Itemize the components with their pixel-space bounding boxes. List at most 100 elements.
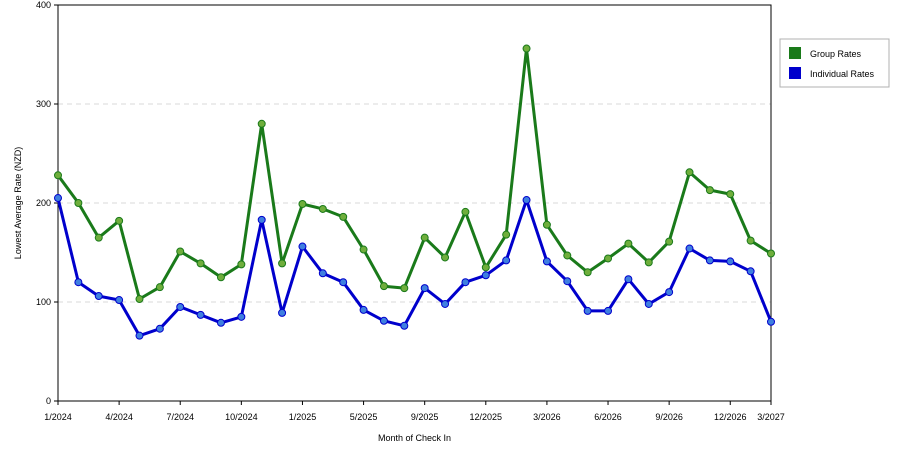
legend-swatch-group-rates	[789, 47, 801, 59]
data-point-individual-rates	[420, 284, 429, 293]
data-point-group-rates	[542, 220, 551, 229]
legend: Group Rates Individual Rates	[779, 38, 890, 88]
x-tick-label: 6/2026	[594, 412, 622, 422]
data-point-individual-rates	[665, 288, 674, 297]
data-point-individual-rates	[359, 305, 368, 314]
axes	[54, 4, 772, 405]
data-point-group-rates	[94, 233, 103, 242]
data-point-group-rates	[155, 283, 164, 292]
data-point-group-rates	[644, 258, 653, 267]
data-point-group-rates	[746, 236, 755, 245]
data-point-group-rates	[624, 239, 633, 248]
data-point-group-rates	[726, 190, 735, 199]
y-tick-label: 400	[36, 0, 51, 10]
data-point-group-rates	[318, 204, 327, 213]
data-point-individual-rates	[644, 299, 653, 308]
data-point-group-rates	[176, 247, 185, 256]
x-tick-label: 3/2026	[533, 412, 561, 422]
data-point-group-rates	[705, 186, 714, 195]
x-tick-label: 3/2027	[757, 412, 785, 422]
legend-label-individual-rates: Individual Rates	[810, 69, 875, 79]
legend-label-group-rates: Group Rates	[810, 49, 862, 59]
series-layer	[54, 44, 775, 340]
legend-box	[779, 38, 890, 88]
data-point-group-rates	[359, 245, 368, 254]
data-point-group-rates	[441, 253, 450, 262]
data-point-individual-rates	[318, 269, 327, 278]
x-tick-label: 5/2025	[350, 412, 378, 422]
data-point-group-rates	[278, 259, 287, 268]
x-tick-label: 7/2024	[166, 412, 194, 422]
data-point-individual-rates	[441, 299, 450, 308]
data-point-group-rates	[583, 268, 592, 277]
data-point-individual-rates	[461, 278, 470, 287]
data-point-individual-rates	[115, 296, 124, 305]
data-point-group-rates	[196, 259, 205, 268]
data-point-individual-rates	[400, 321, 409, 330]
legend-swatch-individual-rates	[789, 67, 801, 79]
series-line-individual-rates	[56, 197, 773, 338]
data-point-individual-rates	[583, 306, 592, 315]
data-point-individual-rates	[685, 244, 694, 253]
y-tick-label: 100	[36, 297, 51, 307]
data-point-group-rates	[604, 254, 613, 263]
data-point-individual-rates	[176, 302, 185, 311]
data-point-group-rates	[685, 168, 694, 177]
x-tick-label: 9/2025	[411, 412, 439, 422]
data-point-group-rates	[665, 237, 674, 246]
data-point-group-rates	[339, 212, 348, 221]
data-point-group-rates	[135, 295, 144, 304]
x-tick-label: 12/2025	[470, 412, 503, 422]
data-point-individual-rates	[155, 324, 164, 333]
data-point-individual-rates	[502, 256, 511, 265]
data-point-individual-rates	[196, 310, 205, 319]
data-point-group-rates	[257, 119, 266, 128]
data-point-group-rates	[400, 284, 409, 293]
data-point-individual-rates	[767, 317, 775, 326]
y-axis-title: Lowest Average Rate (NZD)	[13, 147, 23, 259]
data-point-individual-rates	[237, 312, 246, 321]
data-point-individual-rates	[278, 308, 287, 317]
x-tick-label: 1/2024	[44, 412, 72, 422]
data-point-individual-rates	[746, 267, 755, 276]
data-point-individual-rates	[604, 306, 613, 315]
data-point-individual-rates	[94, 292, 103, 301]
data-point-individual-rates	[74, 278, 83, 287]
data-point-individual-rates	[54, 194, 62, 203]
data-point-individual-rates	[522, 196, 531, 205]
y-tick-label: 0	[46, 396, 51, 406]
data-point-group-rates	[461, 207, 470, 216]
x-tick-label: 12/2026	[714, 412, 747, 422]
x-axis-title: Month of Check In	[378, 433, 451, 443]
data-point-individual-rates	[624, 275, 633, 284]
data-point-group-rates	[420, 233, 429, 242]
data-point-individual-rates	[379, 316, 388, 325]
data-point-group-rates	[767, 249, 775, 258]
data-point-group-rates	[54, 171, 62, 180]
data-point-group-rates	[237, 260, 246, 269]
data-point-group-rates	[216, 273, 225, 282]
y-tick-label: 200	[36, 198, 51, 208]
x-tick-label: 4/2024	[105, 412, 133, 422]
series-line-group-rates	[56, 47, 772, 301]
gridlines	[58, 4, 771, 303]
data-point-individual-rates	[257, 215, 266, 224]
data-point-group-rates	[481, 263, 490, 272]
data-point-group-rates	[115, 216, 124, 225]
data-point-individual-rates	[542, 257, 551, 266]
tick-labels: 0 100 200 300 400 1/2024 4/2024 7/2024 10/2024 1/…	[36, 0, 785, 422]
data-point-individual-rates	[726, 257, 735, 266]
data-point-group-rates	[74, 199, 83, 207]
data-point-group-rates	[298, 199, 307, 208]
data-point-group-rates	[502, 230, 511, 239]
data-point-individual-rates	[481, 271, 490, 280]
x-tick-label: 9/2026	[655, 412, 683, 422]
x-tick-label: 1/2025	[289, 412, 317, 422]
data-point-group-rates	[522, 44, 531, 53]
data-point-individual-rates	[705, 256, 714, 265]
data-point-individual-rates	[339, 278, 348, 287]
data-point-individual-rates	[216, 318, 225, 327]
data-point-individual-rates	[135, 331, 144, 340]
data-point-group-rates	[379, 282, 388, 291]
